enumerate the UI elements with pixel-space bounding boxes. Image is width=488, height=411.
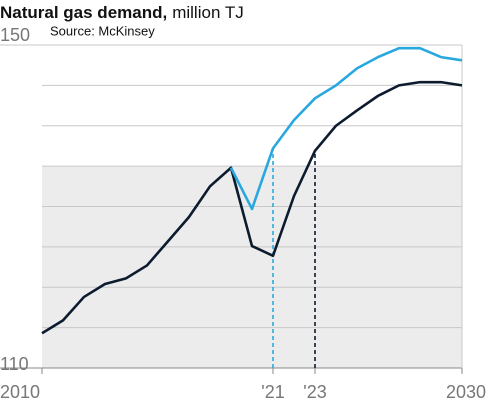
title: Natural gas demand, xyxy=(0,3,167,22)
chart-title: Natural gas demand, million TJ xyxy=(0,3,244,22)
shaded-band xyxy=(42,166,462,368)
x-tick-label: 2010 xyxy=(0,382,40,402)
line xyxy=(41,80,463,335)
y-tick-label: 110 xyxy=(0,354,29,374)
x-tick-label: 2030 xyxy=(446,382,486,402)
x-tick-label: '21 xyxy=(261,382,284,402)
line xyxy=(229,46,463,211)
y-tick-label: 150 xyxy=(0,25,30,45)
source: Source: McKinsey xyxy=(50,23,155,38)
x-tick-label: '23 xyxy=(303,382,326,402)
unit: million TJ xyxy=(172,3,243,22)
